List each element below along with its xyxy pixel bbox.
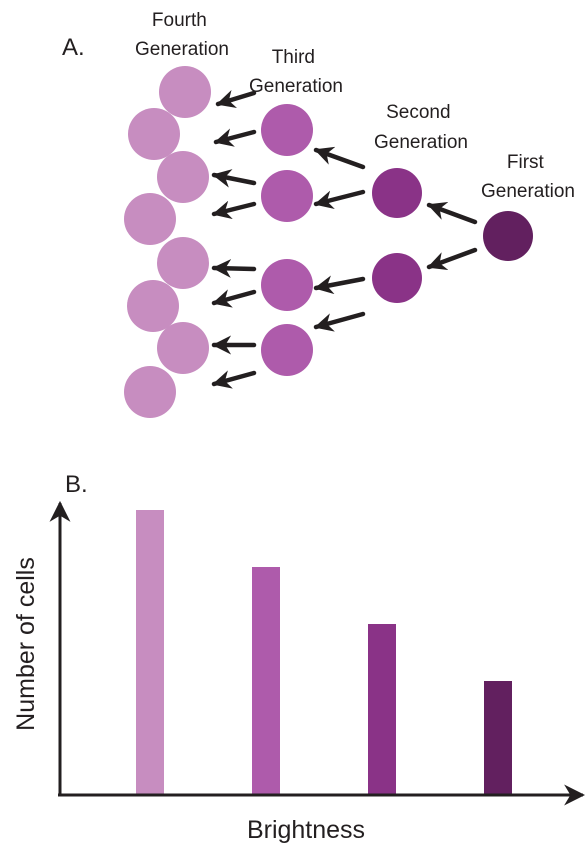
histogram-bar — [136, 510, 164, 795]
third-generation-cell — [261, 170, 313, 222]
histogram-bar — [368, 624, 396, 795]
fourth-generation-cell — [124, 193, 176, 245]
first-generation-cell — [483, 211, 533, 261]
fourth-generation-cell — [127, 280, 179, 332]
division-arrow — [211, 289, 257, 308]
fourth-generation-cell — [157, 151, 209, 203]
fourth-generation-label-line1: Fourth — [152, 10, 207, 31]
fourth-generation-cell — [128, 108, 180, 160]
second-generation-label: Second Generation — [374, 102, 468, 153]
histogram-bar — [252, 567, 280, 795]
third-generation-cell — [261, 324, 313, 376]
third-generation-cell — [261, 104, 313, 156]
third-generation-cell — [261, 259, 313, 311]
division-arrow — [211, 169, 257, 188]
panel-a: A. Fourth Generation Third Generation Se… — [62, 10, 575, 418]
division-arrow — [313, 275, 366, 295]
fourth-generation-cell — [157, 322, 209, 374]
fourth-generation-label-line2: Generation — [135, 39, 229, 60]
histogram-bars — [136, 510, 512, 795]
histogram-bar — [484, 681, 512, 795]
third-generation-cells — [261, 104, 313, 376]
third-generation-label-line1: Third — [272, 47, 315, 68]
second-generation-cell — [372, 253, 422, 303]
third-generation-label: Third Generation — [249, 47, 343, 97]
division-arrow — [313, 311, 366, 332]
second-generation-label-line1: Second — [386, 102, 450, 123]
fourth-generation-cell — [124, 366, 176, 418]
division-arrow — [211, 370, 257, 389]
third-generation-label-line2: Generation — [249, 76, 343, 97]
division-arrow — [313, 146, 366, 170]
division-arrow — [211, 200, 257, 220]
fourth-generation-cell — [157, 237, 209, 289]
division-arrow — [211, 258, 257, 278]
division-arrow — [213, 128, 257, 147]
fourth-generation-cells — [124, 66, 211, 418]
y-axis-label: Number of cells — [12, 557, 40, 731]
first-generation-label-line1: First — [507, 152, 545, 173]
panel-b: B. Brightness Number of cells — [12, 471, 586, 844]
second-generation-cells — [372, 168, 422, 303]
panel-a-label: A. — [62, 34, 85, 61]
second-generation-label-line2: Generation — [374, 132, 468, 153]
division-arrow — [313, 189, 366, 209]
division-arrow — [426, 202, 478, 225]
division-arrow — [215, 89, 257, 109]
fourth-generation-cell — [159, 66, 211, 118]
panel-b-label: B. — [65, 471, 88, 498]
fourth-generation-label: Fourth Generation — [135, 10, 229, 60]
division-arrow — [426, 247, 478, 270]
x-axis-label: Brightness — [247, 816, 365, 844]
first-generation-cells — [483, 211, 533, 261]
division-arrows — [211, 89, 478, 389]
first-generation-label: First Generation — [481, 152, 575, 202]
first-generation-label-line2: Generation — [481, 181, 575, 202]
second-generation-cell — [372, 168, 422, 218]
